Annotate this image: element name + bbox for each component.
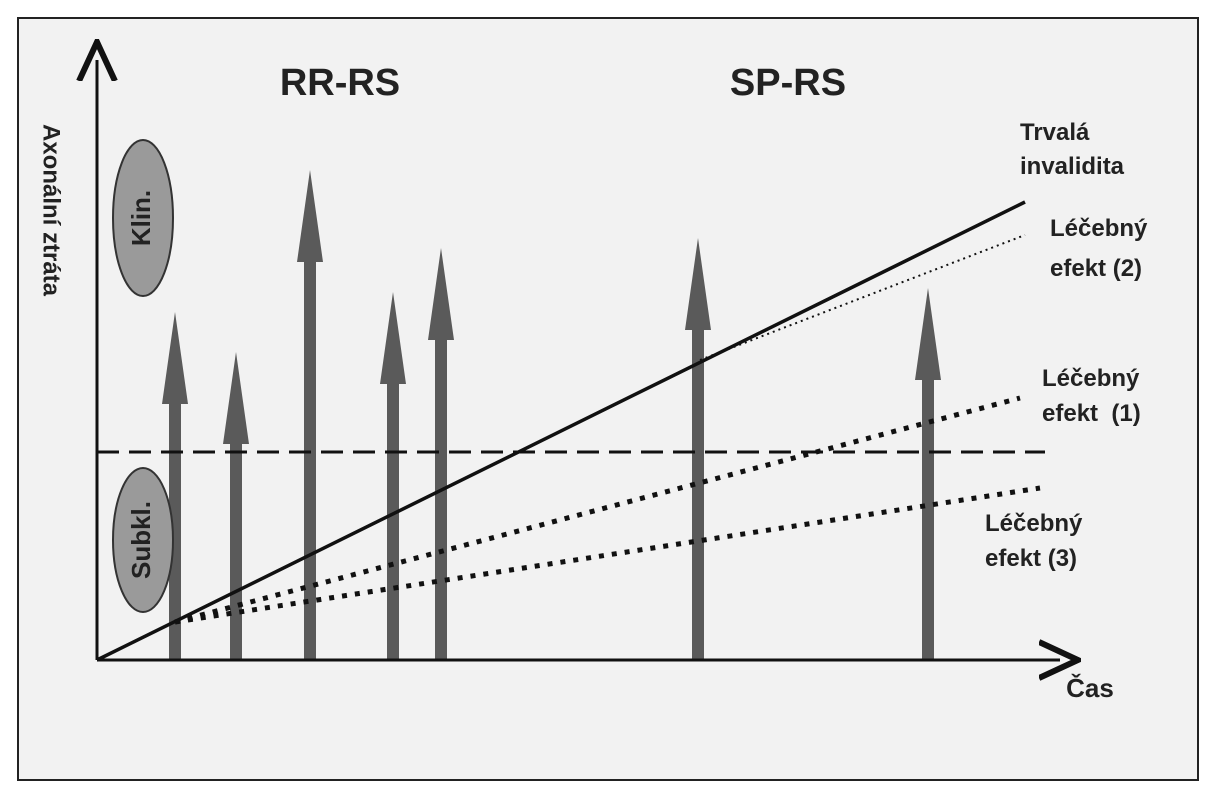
line-label: Léčebný xyxy=(985,510,1083,537)
zone-oval xyxy=(112,139,174,297)
relapse-arrow xyxy=(223,352,249,660)
relapse-arrow xyxy=(915,288,941,660)
line-label: Léčebný xyxy=(1042,365,1140,392)
relapse-arrow xyxy=(428,248,454,660)
relapse-arrow xyxy=(380,292,406,660)
zone-label: Klin. xyxy=(126,190,156,246)
frame xyxy=(17,17,1199,781)
disability-line xyxy=(96,200,1026,662)
zone-oval xyxy=(112,467,174,613)
effect-1-line xyxy=(174,395,1021,625)
effect-3-line xyxy=(174,485,1041,625)
relapse-arrow xyxy=(162,312,188,660)
line-label: efekt (3) xyxy=(985,545,1077,572)
relapse-arrow xyxy=(685,238,711,660)
line-label: Trvalá xyxy=(1020,119,1090,146)
zone-label: Subkl. xyxy=(126,501,156,579)
line-label: invalidita xyxy=(1020,153,1125,180)
effect-2-line xyxy=(699,234,1026,361)
line-label: efekt (2) xyxy=(1050,255,1142,282)
phase-title: SP-RS xyxy=(730,62,846,104)
line-label: efekt (1) xyxy=(1042,400,1141,427)
relapse-arrows xyxy=(162,170,941,660)
y-axis-label: Axonální ztráta xyxy=(38,124,65,297)
line-label: Léčebný xyxy=(1050,215,1148,242)
phase-title: RR-RS xyxy=(280,62,400,104)
x-axis-label: Čas xyxy=(1066,673,1114,703)
relapse-arrow xyxy=(297,170,323,660)
